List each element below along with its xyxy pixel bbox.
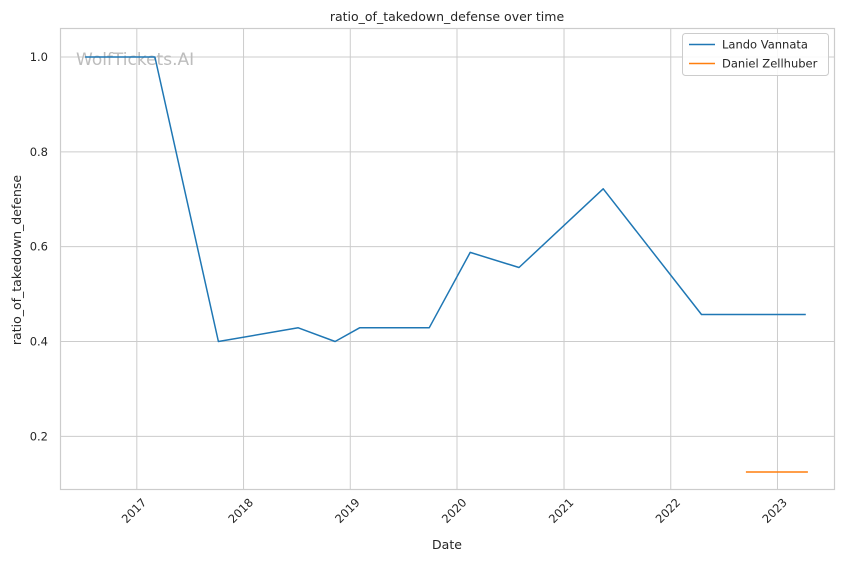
series-line-lando-vannata [85, 56, 806, 343]
legend-box [682, 33, 829, 76]
plot-frame [59, 27, 836, 491]
legend: Lando Vannata Daniel Zellhuber [682, 33, 829, 76]
x-axis-label: Date [432, 537, 462, 552]
y-tick-labels: 0.2 0.4 0.6 0.8 1.0 [30, 50, 48, 443]
grid [60, 28, 835, 490]
x-tick-label: 2018 [225, 495, 256, 526]
x-tick-label: 2022 [653, 495, 684, 526]
legend-label-daniel-zellhuber: Daniel Zellhuber [722, 57, 818, 71]
x-tick-labels: 2017 2018 2019 2020 2021 2022 2023 [119, 495, 790, 526]
y-axis-label: ratio_of_takedown_defense [9, 175, 24, 346]
chart-title: ratio_of_takedown_defense over time [330, 9, 565, 24]
series-lines [85, 56, 808, 473]
y-tick-label: 0.8 [30, 145, 48, 159]
x-tick-label: 2023 [759, 495, 790, 526]
x-tick-label: 2021 [546, 495, 577, 526]
x-tick-label: 2017 [119, 495, 150, 526]
x-tick-label: 2020 [439, 495, 470, 526]
legend-label-lando-vannata: Lando Vannata [722, 38, 808, 52]
y-tick-label: 0.2 [30, 429, 48, 443]
y-tick-label: 1.0 [30, 50, 48, 64]
y-tick-label: 0.6 [30, 240, 48, 254]
watermark: WolfTickets.AI [76, 50, 194, 70]
y-tick-label: 0.4 [30, 335, 48, 349]
x-tick-label: 2019 [332, 495, 363, 526]
